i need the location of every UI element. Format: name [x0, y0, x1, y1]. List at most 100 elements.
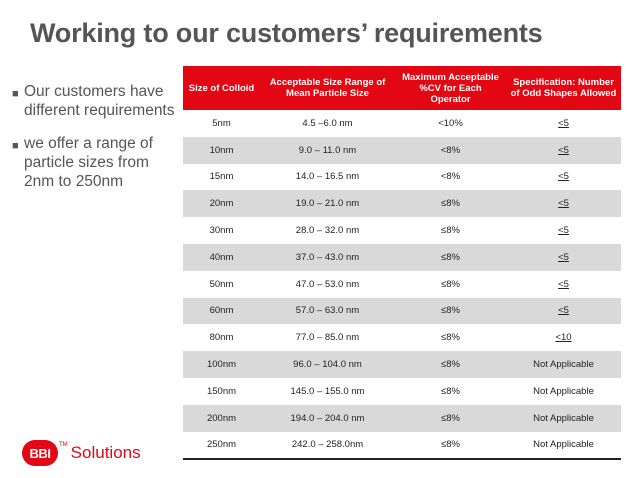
- header-acceptable-size-range: Acceptable Size Range of Mean Particle S…: [260, 66, 395, 110]
- cell-max-cv-text: <10%: [438, 117, 463, 129]
- table-row: 40nm 37.0 – 43.0 nm ≤8% <5: [183, 243, 621, 271]
- cell-max-cv: ≤8%: [395, 243, 506, 271]
- logo-trademark: TM: [59, 442, 68, 448]
- bullet-item: ■ Our customers have different requireme…: [12, 82, 182, 120]
- table-row: 30nm 28.0 – 32.0 nm ≤8% <5: [183, 217, 621, 244]
- cell-size-range-text: 145.0 – 155.0 nm: [290, 385, 365, 397]
- cell-max-cv: ≤8%: [395, 217, 506, 244]
- cell-size-range: 14.0 – 16.5 nm: [260, 163, 395, 191]
- table-row: 60nm 57.0 – 63.0 nm ≤8% <5: [183, 297, 621, 325]
- header-size-of-colloid: Size of Colloid: [183, 66, 260, 110]
- cell-size-range: 37.0 – 43.0 nm: [260, 243, 395, 271]
- cell-odd-shapes-text: Not Applicable: [533, 439, 594, 451]
- cell-size-range-text: 28.0 – 32.0 nm: [295, 225, 360, 237]
- cell-size-range-text: 57.0 – 63.0 nm: [295, 305, 360, 317]
- table-row: 80nm 77.0 – 85.0 nm ≤8% <10: [183, 324, 621, 352]
- cell-size-text: 60nm: [209, 305, 234, 317]
- square-bullet-icon: ■: [12, 140, 19, 152]
- bullet-text: we offer a range of particle sizes from …: [24, 135, 153, 190]
- cell-odd-shapes-text: <5: [558, 251, 569, 263]
- cell-size-range: 77.0 – 85.0 nm: [260, 324, 395, 352]
- cell-max-cv-text: ≤8%: [441, 439, 460, 451]
- bbi-solutions-logo: BBI TM Solutions: [22, 440, 141, 466]
- cell-odd-shapes-text: <5: [558, 278, 569, 290]
- cell-size-range-text: 14.0 – 16.5 nm: [295, 171, 360, 183]
- cell-odd-shapes-text: Not Applicable: [533, 412, 594, 424]
- cell-odd-shapes-text: <5: [558, 117, 569, 129]
- cell-size: 250nm: [183, 431, 260, 461]
- cell-odd-shapes: Not Applicable: [506, 431, 621, 461]
- cell-size-range-text: 4.5 –6.0 nm: [302, 117, 353, 129]
- table-row: 150nm 145.0 – 155.0 nm ≤8% Not Applicable: [183, 377, 621, 405]
- cell-size: 40nm: [183, 243, 260, 271]
- cell-max-cv: ≤8%: [395, 351, 506, 378]
- cell-max-cv: ≤8%: [395, 324, 506, 352]
- cell-size: 80nm: [183, 324, 260, 352]
- table-row: 200nm 194.0 – 204.0 nm ≤8% Not Applicable: [183, 404, 621, 432]
- cell-odd-shapes: <5: [506, 190, 621, 218]
- cell-size-text: 30nm: [209, 225, 234, 237]
- cell-size: 15nm: [183, 163, 260, 191]
- cell-max-cv: <8%: [395, 163, 506, 191]
- cell-size-text: 15nm: [209, 171, 234, 183]
- cell-odd-shapes-text: <5: [558, 305, 569, 317]
- cell-size-range-text: 47.0 – 53.0 nm: [295, 278, 360, 290]
- cell-size-text: 80nm: [209, 332, 234, 344]
- cell-size-range: 194.0 – 204.0 nm: [260, 404, 395, 432]
- cell-size-range-text: 96.0 – 104.0 nm: [293, 359, 362, 371]
- page-title: Working to our customers’ requirements: [30, 18, 543, 48]
- cell-odd-shapes: <5: [506, 217, 621, 244]
- cell-odd-shapes: <10: [506, 324, 621, 352]
- cell-size-text: 250nm: [206, 439, 237, 451]
- bullet-text: Our customers have different requirement…: [24, 83, 175, 119]
- cell-size-text: 40nm: [209, 251, 234, 263]
- header-odd-shapes: Specification: Number of Odd Shapes Allo…: [506, 66, 621, 110]
- cell-size-range-text: 242.0 – 258.0nm: [291, 439, 364, 451]
- square-bullet-icon: ■: [12, 88, 19, 100]
- cell-max-cv: <8%: [395, 136, 506, 164]
- cell-size-range-text: 19.0 – 21.0 nm: [295, 198, 360, 210]
- logo-badge: BBI: [22, 440, 58, 466]
- cell-odd-shapes: <5: [506, 243, 621, 271]
- cell-max-cv-text: ≤8%: [441, 412, 460, 424]
- cell-size-range: 57.0 – 63.0 nm: [260, 297, 395, 325]
- particle-spec-table: Size of Colloid Acceptable Size Range of…: [183, 66, 621, 461]
- cell-size-range: 145.0 – 155.0 nm: [260, 377, 395, 405]
- cell-size: 100nm: [183, 351, 260, 378]
- cell-size-range: 28.0 – 32.0 nm: [260, 217, 395, 244]
- cell-max-cv: ≤8%: [395, 270, 506, 298]
- cell-size-text: 150nm: [206, 385, 237, 397]
- cell-odd-shapes: <5: [506, 163, 621, 191]
- bullet-item: ■ we offer a range of particle sizes fro…: [12, 134, 182, 191]
- table-row: 10nm 9.0 – 11.0 nm <8% <5: [183, 136, 621, 164]
- table-header-row: Size of Colloid Acceptable Size Range of…: [183, 66, 621, 110]
- cell-size-range-text: 9.0 – 11.0 nm: [298, 144, 357, 156]
- cell-max-cv-text: ≤8%: [441, 225, 460, 237]
- cell-size-range: 19.0 – 21.0 nm: [260, 190, 395, 218]
- cell-odd-shapes-text: <5: [558, 171, 569, 183]
- cell-odd-shapes-text: <5: [558, 198, 569, 210]
- cell-odd-shapes-text: Not Applicable: [533, 385, 594, 397]
- cell-odd-shapes: <5: [506, 110, 621, 137]
- cell-max-cv: ≤8%: [395, 431, 506, 461]
- cell-max-cv-text: ≤8%: [441, 278, 460, 290]
- cell-size-range: 9.0 – 11.0 nm: [260, 136, 395, 164]
- cell-odd-shapes: <5: [506, 297, 621, 325]
- cell-size: 200nm: [183, 404, 260, 432]
- cell-size: 150nm: [183, 377, 260, 405]
- cell-size: 10nm: [183, 136, 260, 164]
- cell-size-range-text: 37.0 – 43.0 nm: [295, 251, 360, 263]
- header-max-cv: Maximum Acceptable %CV for Each Operator: [395, 66, 506, 110]
- cell-max-cv: ≤8%: [395, 190, 506, 218]
- cell-odd-shapes: Not Applicable: [506, 351, 621, 378]
- cell-size-range-text: 194.0 – 204.0 nm: [290, 412, 365, 424]
- cell-odd-shapes-text: <10: [555, 332, 572, 344]
- cell-odd-shapes: <5: [506, 136, 621, 164]
- table-row: 50nm 47.0 – 53.0 nm ≤8% <5: [183, 270, 621, 298]
- cell-size-text: 50nm: [209, 278, 234, 290]
- cell-max-cv-text: ≤8%: [441, 251, 460, 263]
- cell-odd-shapes-text: <5: [558, 225, 569, 237]
- bullet-list: ■ Our customers have different requireme…: [12, 82, 182, 205]
- table-row: 20nm 19.0 – 21.0 nm ≤8% <5: [183, 190, 621, 218]
- cell-size-text: 100nm: [206, 359, 237, 371]
